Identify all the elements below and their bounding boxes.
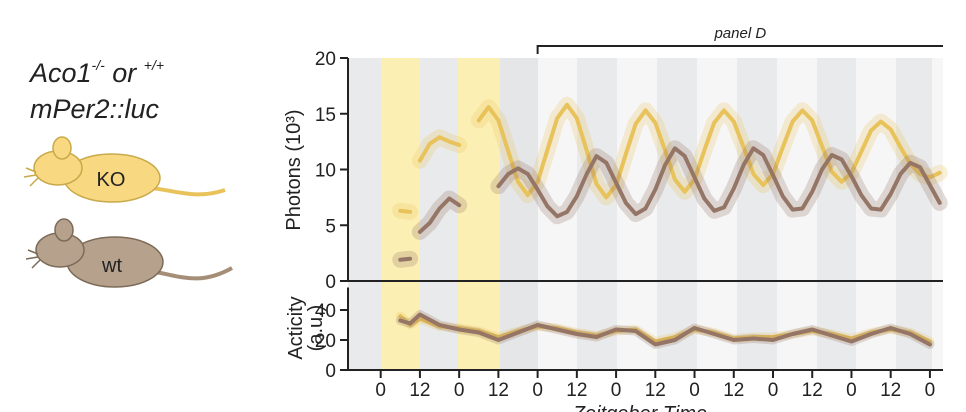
x-tick-label: 12 (723, 380, 744, 401)
series-line (398, 312, 932, 347)
gene: Aco1 (28, 58, 92, 88)
x-tick-label: 0 (375, 380, 386, 401)
x-tick-label: 12 (645, 380, 666, 401)
x-tick-label: 0 (768, 380, 779, 401)
genotype-label: Aco1-/- or +/+ (28, 57, 164, 88)
x-tick-label: 12 (488, 380, 509, 401)
y-tick-label: 10 (315, 161, 336, 182)
y-tick-label: 0 (325, 272, 336, 293)
legend-label: wt (101, 255, 122, 277)
bracket-label: panel D (713, 25, 766, 42)
reporter-label: mPer2::luc (30, 94, 160, 124)
y-tick-label: 0 (325, 361, 336, 382)
y-tick-label: 20 (315, 331, 336, 352)
x-tick-label: 0 (925, 380, 936, 401)
y-tick-label: 15 (315, 105, 336, 126)
superscript: -/- (92, 57, 106, 73)
x-axis-title: Zeitgeber Time (572, 403, 707, 412)
x-tick-label: 0 (611, 380, 622, 401)
x-tick-label: 12 (802, 380, 823, 401)
superscript: +/+ (144, 57, 164, 73)
bracket (536, 45, 943, 54)
y-axis-title: Photons (10³) (283, 109, 305, 230)
x-tick-label: 0 (454, 380, 465, 401)
conjunction: or (105, 58, 144, 88)
y-axis-title: Acticity (285, 296, 307, 359)
y-tick-label: 5 (325, 216, 336, 237)
y-axis-title: (a.u.) (305, 305, 327, 352)
x-tick-label: 0 (846, 380, 857, 401)
y-tick-label: 40 (315, 301, 336, 322)
x-tick-label: 12 (566, 380, 587, 401)
x-tick-label: 0 (689, 380, 700, 401)
wt-mouse: wt (25, 218, 233, 288)
x-tick-label: 12 (880, 380, 901, 401)
ko-mouse: KO (23, 136, 226, 203)
legend-label: KO (97, 169, 126, 191)
series-line (398, 146, 942, 262)
series-line (398, 102, 942, 214)
x-tick-label: 12 (409, 380, 430, 401)
x-tick-label: 0 (532, 380, 543, 401)
y-tick-label: 20 (315, 49, 336, 70)
